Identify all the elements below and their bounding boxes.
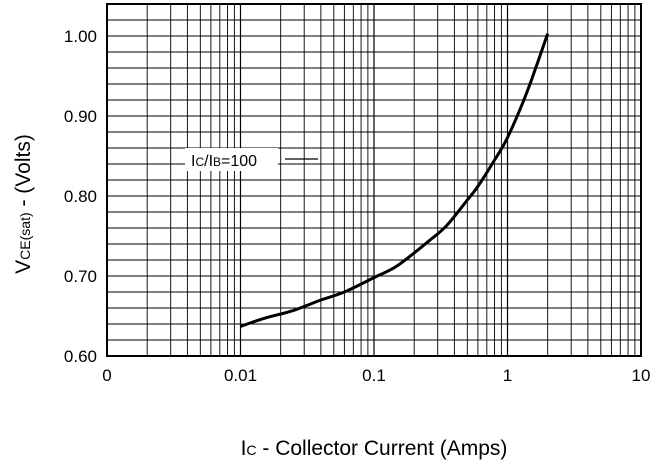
y-tick-label: 1.00: [64, 27, 97, 46]
y-tick-label: 0.60: [64, 347, 97, 366]
annotation-background: [185, 148, 278, 171]
annotation-label: IC/IB=100: [191, 153, 257, 170]
x-tick-labels: 0 0.01 0.1 1 10: [102, 366, 650, 385]
x-tick-label: 0.1: [362, 366, 386, 385]
x-tick-label: 0: [102, 366, 111, 385]
y-tick-label: 0.70: [64, 267, 97, 286]
y-axis-label: VCE(sat) - (Volts): [12, 134, 35, 274]
x-tick-label: 1: [503, 366, 512, 385]
x-tick-label: 10: [632, 366, 651, 385]
plot-frame: [106, 3, 642, 357]
series-line: [240, 33, 550, 328]
y-tick-label: 0.90: [64, 107, 97, 126]
annotation-ic-ib: IC/IB=100: [185, 148, 318, 171]
y-tick-labels: 0.60 0.70 0.80 0.90 1.00: [64, 27, 97, 366]
y-tick-label: 0.80: [64, 187, 97, 206]
x-tick-label: 0.01: [224, 366, 257, 385]
chart-grid: [107, 4, 641, 356]
x-axis-label: IC - Collector Current (Amps): [241, 437, 508, 460]
